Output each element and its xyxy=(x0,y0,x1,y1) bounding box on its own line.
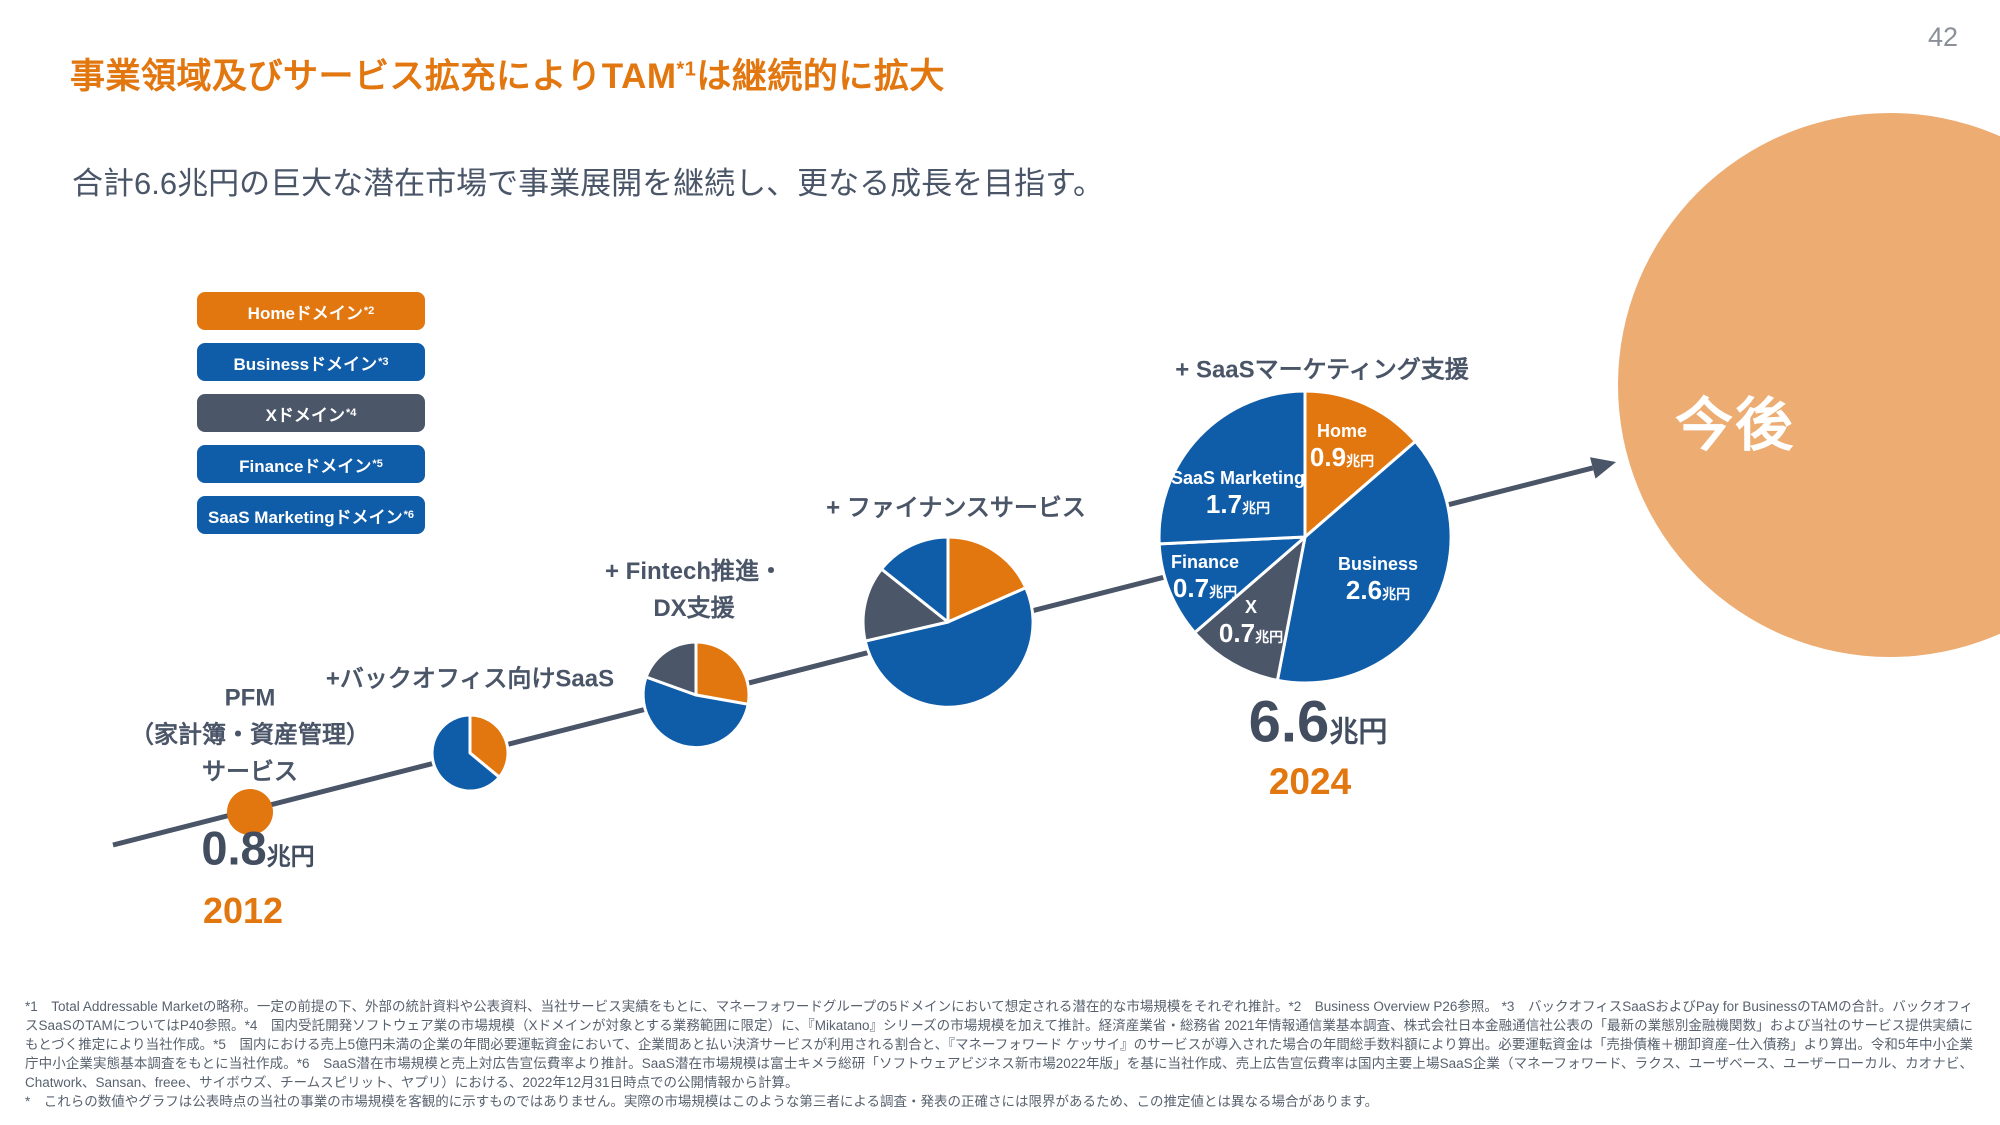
legend-item-saas-marketing: SaaS Marketingドメイン *6 xyxy=(197,496,425,534)
year-2024: 2024 xyxy=(1268,761,1352,802)
title-text: 事業領域及びサービス拡充によりTAM xyxy=(70,57,677,96)
pie-finance xyxy=(861,535,1035,709)
total-2024: 6.6兆円 xyxy=(1248,689,1388,755)
pie-segment-label-saas-marketing: SaaS Marketing 1.7兆円 xyxy=(1170,468,1306,519)
pie-segment-label-business: Business 2.6兆円 xyxy=(1337,554,1419,605)
pie-segment-label-home: Home 0.9兆円 xyxy=(1309,421,1375,472)
footnote-definitions: *1 Total Addressable Marketの略称。一定の前提の下、外… xyxy=(25,999,1973,1090)
total-2012: 0.8兆円 xyxy=(201,821,315,875)
growth-arrow-head xyxy=(1590,457,1616,479)
year-2012: 2012 xyxy=(202,890,284,931)
legend-item-x: Xドメイン *4 xyxy=(197,394,425,432)
domain-legend: Homeドメイン *2 Businessドメイン *3 Xドメイン *4 Financeドメ… xyxy=(197,292,425,547)
label-fintech: + Fintech推進・ DX支援 xyxy=(604,558,784,622)
footnotes: *1 Total Addressable Marketの略称。一定の前提の下、外… xyxy=(25,997,1973,1111)
legend-item-finance: Financeドメイン *5 xyxy=(197,445,425,483)
legend-item-business: Businessドメイン *3 xyxy=(197,343,425,381)
label-saas-marketing: + SaaSマーケティング支援 xyxy=(1175,356,1469,384)
page-title: 事業領域及びサービス拡充によりTAM*1は継続的に拡大 xyxy=(70,48,945,99)
title-text-cont: は継続的に拡大 xyxy=(696,57,945,96)
future-circle-label: 今後 xyxy=(1674,393,1796,458)
page-number: 42 xyxy=(1927,22,1958,52)
dot-2012 xyxy=(227,789,273,835)
subtitle: 合計6.6兆円の巨大な潜在市場で事業展開を継続し、更なる成長を目指す。 xyxy=(72,166,1104,201)
label-pfm: PFM （家計簿・資産管理） サービス xyxy=(130,684,370,786)
label-backoffice: +バックオフィス向けSaaS xyxy=(325,665,615,693)
title-footnote-marker: *1 xyxy=(676,58,697,81)
pie-fintech xyxy=(641,640,751,750)
pie-2024 xyxy=(1157,389,1453,685)
pie-segment-label-x-domain: X 0.7兆円 xyxy=(1218,597,1284,648)
legend-item-home: Homeドメイン *2 xyxy=(197,292,425,330)
footnote-disclaimer: * これらの数値やグラフは公表時点の当社の事業の市場規模を客観的に示すものではあ… xyxy=(25,1094,1379,1109)
label-finance: + ファイナンスサービス xyxy=(826,494,1086,522)
pie-segment-label-finance: Finance 0.7兆円 xyxy=(1170,552,1240,603)
future-circle xyxy=(1618,113,2000,657)
pie-backoffice xyxy=(430,713,510,793)
